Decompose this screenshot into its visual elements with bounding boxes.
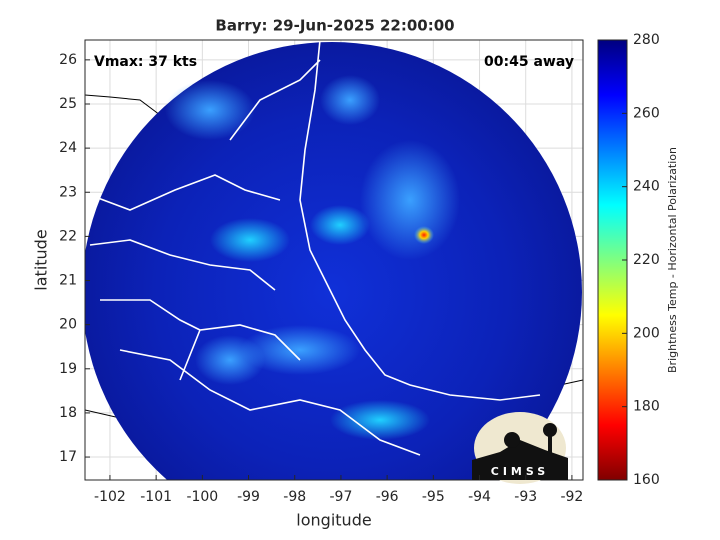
x-tick-label: -98 [283, 489, 306, 505]
logo: CIMSS [472, 412, 568, 484]
y-tick-label: 17 [59, 449, 77, 465]
x-tick-label: -95 [422, 489, 445, 505]
colorbar-tick-label: 220 [633, 252, 660, 268]
y-tick-label: 23 [59, 184, 77, 200]
chart-title: Barry: 29-Jun-2025 22:00:00 [215, 17, 454, 35]
y-tick-label: 19 [59, 361, 77, 377]
y-tick-label: 26 [59, 52, 77, 68]
x-tick-label: -100 [186, 489, 218, 505]
y-tick-label: 22 [59, 228, 77, 244]
colorbar-tick-label: 200 [633, 325, 660, 341]
y-tick-label: 25 [59, 96, 77, 112]
x-tick-label: -101 [140, 489, 172, 505]
x-tick-label: -93 [514, 489, 537, 505]
y-tick-label: 21 [59, 273, 77, 289]
colorbar-tick-label: 280 [633, 32, 660, 48]
logo-text: CIMSS [491, 465, 549, 478]
y-tick-label: 18 [59, 405, 77, 421]
swath [85, 40, 583, 480]
colorbar-tick-label: 260 [633, 105, 660, 121]
colorbar-label: Brightness Temp - Horizontal Polarizatio… [666, 147, 679, 373]
y-tick-label: 20 [59, 317, 77, 333]
annotation: Vmax: 37 kts [94, 54, 197, 70]
x-tick-label: -99 [237, 489, 260, 505]
y-axis-label: latitude [32, 229, 51, 290]
colorbar-tick-label: 240 [633, 179, 660, 195]
x-tick-label: -102 [94, 489, 126, 505]
x-tick-label: -97 [329, 489, 352, 505]
plot-frame [84, 39, 584, 481]
x-tick-label: -92 [560, 489, 583, 505]
colorbar-tick-label: 180 [633, 399, 660, 415]
colorbar-tick-label: 160 [633, 472, 660, 488]
x-tick-label: -96 [376, 489, 399, 505]
annotation: 00:45 away [484, 54, 574, 70]
x-axis-label: longitude [296, 511, 371, 530]
y-tick-label: 24 [59, 140, 77, 156]
x-tick-label: -94 [468, 489, 491, 505]
